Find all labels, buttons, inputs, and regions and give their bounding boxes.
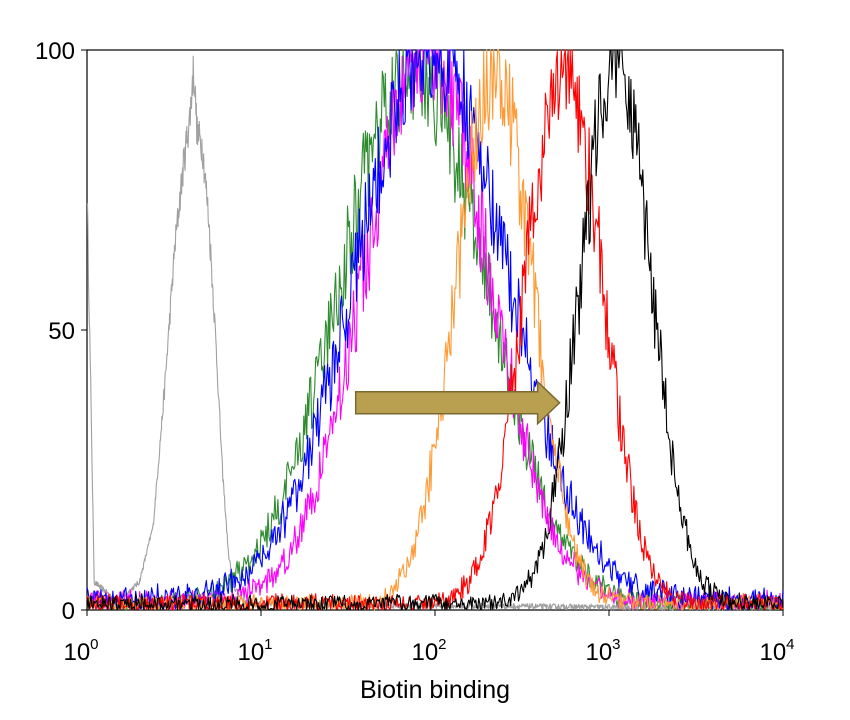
y-tick-label: 100 <box>35 38 75 65</box>
plot-area <box>86 49 784 611</box>
x-tick-label: 101 <box>237 636 272 666</box>
x-tick-label: 104 <box>759 636 794 666</box>
x-axis-title: Biotin binding <box>360 676 510 704</box>
x-tick-label: 100 <box>63 636 98 666</box>
y-tick-label: 50 <box>48 318 75 345</box>
series-line-7 <box>86 49 784 611</box>
series-line-6 <box>86 49 784 611</box>
x-axis-ticks: 100 101 102 103 104 <box>63 610 795 666</box>
x-tick-label: 102 <box>411 636 446 666</box>
y-tick-label: 0 <box>62 598 75 625</box>
shift-arrow <box>354 380 561 426</box>
series-layer <box>86 49 784 611</box>
x-tick-label: 103 <box>585 636 620 666</box>
annotation-layer <box>354 380 561 426</box>
y-axis-ticks: 0 50 100 <box>35 38 87 625</box>
